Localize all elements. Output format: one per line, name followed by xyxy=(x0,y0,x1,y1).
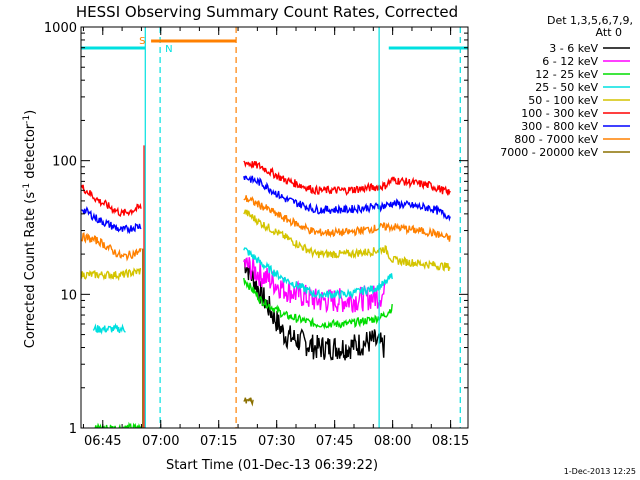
series-6-segment-1 xyxy=(81,205,142,235)
series-3-segment-1 xyxy=(92,322,126,335)
series-8-segment-2 xyxy=(243,397,254,407)
x-axis-label: Start Time (01-Dec-13 06:39:22) xyxy=(166,458,378,473)
plot-area: SN xyxy=(81,27,468,428)
plot-frame xyxy=(80,26,469,429)
legend-header-1: Det 1,3,5,6,7,9, xyxy=(547,14,633,27)
x-tick-label-3: 07:30 xyxy=(258,434,295,449)
y-tick-label-3: 1000 xyxy=(44,21,77,36)
series-4-segment-2 xyxy=(243,209,451,272)
legend-label-5: 100 - 300 keV xyxy=(521,107,598,120)
y-label-end: ) xyxy=(23,110,38,115)
series-2-segment-1 xyxy=(87,421,142,428)
y-axis-label: Corrected Count Rate (s-1 detector-1) xyxy=(22,110,38,348)
legend-label-2: 12 - 25 keV xyxy=(535,68,598,81)
series-7-segment-1 xyxy=(81,232,142,262)
legend-label-3: 25 - 50 keV xyxy=(535,81,598,94)
saa-flag-label: S xyxy=(139,36,145,47)
x-tick-label-5: 08:00 xyxy=(374,434,411,449)
x-tick-label-2: 07:15 xyxy=(200,434,237,449)
series-0-segment-2 xyxy=(243,259,386,361)
chart-title: HESSI Observing Summary Count Rates, Cor… xyxy=(76,3,458,21)
plot-inner xyxy=(81,27,468,428)
y-label-sup2: -1 xyxy=(22,115,32,124)
legend-label-4: 50 - 100 keV xyxy=(528,94,598,107)
series-7-segment-2 xyxy=(243,195,451,242)
y-label-mid: detector xyxy=(23,123,38,183)
series-4-segment-1 xyxy=(81,267,142,282)
x-tick-label-1: 07:00 xyxy=(142,434,179,449)
y-tick-label-0: 1 xyxy=(69,422,77,437)
y-tick-label-1: 10 xyxy=(60,288,77,303)
series-5-segment-1 xyxy=(81,184,142,218)
legend-label-0: 3 - 6 keV xyxy=(549,42,598,55)
series-6-segment-2 xyxy=(243,175,451,222)
y-label-sup1: -1 xyxy=(22,183,32,192)
footer-date: 1-Dec-2013 12:25 xyxy=(564,467,636,476)
legend-label-1: 6 - 12 keV xyxy=(542,55,598,68)
x-tick-label-6: 08:15 xyxy=(432,434,469,449)
series-3-segment-2 xyxy=(243,247,393,300)
series-1-segment-2 xyxy=(243,256,386,314)
legend-label-8: 7000 - 20000 keV xyxy=(500,146,598,159)
y-tick-label-2: 100 xyxy=(52,155,77,170)
night-flag-label: N xyxy=(165,44,172,55)
legend-label-6: 300 - 800 keV xyxy=(521,120,598,133)
legend-header-2: Att 0 xyxy=(596,26,622,39)
axes: 1 10 100 1000 06:45 07:00 07:15 07:30 07:45 08:00… xyxy=(44,21,469,449)
y-label-main: Corrected Count Rate (s xyxy=(23,192,38,349)
x-tick-label-0: 06:45 xyxy=(84,434,121,449)
legend-label-7: 800 - 7000 keV xyxy=(514,133,598,146)
series-5-segment-2 xyxy=(243,160,451,197)
x-tick-label-4: 07:45 xyxy=(316,434,353,449)
series-2-segment-2 xyxy=(243,277,393,330)
